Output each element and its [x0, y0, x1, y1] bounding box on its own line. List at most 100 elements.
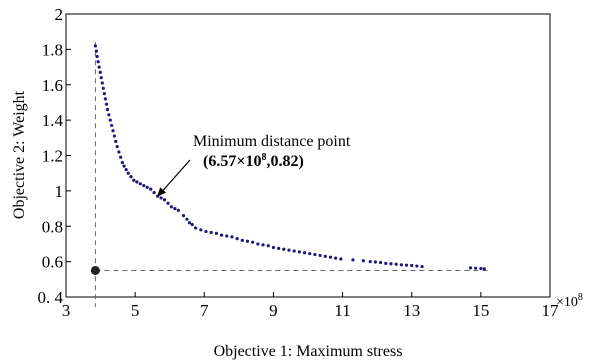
data-point [173, 206, 177, 211]
data-point [240, 238, 244, 242]
data-point [373, 260, 378, 264]
data-point [251, 240, 255, 244]
data-point [132, 178, 136, 182]
x-multiplier-base: ×10 [556, 295, 578, 310]
y-tick-label: 0.8 [42, 217, 63, 236]
data-point [474, 266, 478, 270]
annotation-arrow-line [158, 159, 191, 196]
data-point [334, 256, 338, 260]
y-tick-label: 0. 4 [38, 288, 64, 307]
y-tick-label: 1.6 [42, 76, 63, 95]
y-tick-label: 0.6 [42, 253, 63, 272]
data-point [297, 250, 301, 254]
data-point [101, 86, 105, 90]
y-tick-label: 1.8 [42, 40, 63, 59]
data-point [103, 97, 108, 101]
plot-frame [65, 13, 551, 298]
data-point [110, 123, 114, 128]
data-point [93, 44, 97, 48]
data-point [219, 233, 224, 237]
data-point [185, 217, 189, 221]
data-point [308, 252, 312, 256]
x-multiplier: ×108 [556, 292, 583, 310]
annotation-label: Minimum distance point [193, 133, 351, 150]
data-point [420, 264, 424, 269]
data-point [117, 150, 121, 154]
data-point [102, 91, 106, 96]
data-point [404, 263, 409, 267]
data-point [277, 246, 281, 250]
data-point [261, 243, 265, 247]
x-multiplier-exponent: 8 [578, 292, 583, 303]
data-point [105, 107, 110, 112]
data-point [410, 263, 414, 268]
reference-lines [94, 42, 488, 307]
x-tick-label: 7 [200, 301, 209, 320]
ideal-point-marker [90, 265, 100, 275]
data-point [256, 242, 260, 246]
data-point [415, 264, 419, 268]
data-point [302, 251, 307, 255]
y-tick-label: 1 [55, 182, 64, 201]
data-point [145, 185, 149, 189]
data-point [379, 260, 383, 265]
data-point [214, 231, 218, 235]
data-point [225, 234, 229, 238]
data-point [112, 134, 116, 138]
data-point [187, 221, 192, 225]
y-tick-label: 2 [55, 5, 64, 24]
data-point [204, 229, 208, 234]
x-tick-label: 11 [334, 301, 350, 320]
data-point [181, 214, 186, 218]
data-point [166, 201, 170, 205]
data-point [98, 70, 102, 74]
annotation-arrowhead [157, 187, 167, 197]
data-point [394, 262, 398, 266]
data-point [152, 191, 156, 195]
annotation-coords-tail: ,0.82) [266, 153, 303, 170]
data-point [162, 198, 167, 202]
data-point [95, 54, 99, 59]
data-point [111, 129, 115, 133]
data-point [138, 182, 142, 186]
data-point [176, 208, 180, 212]
data-point [318, 253, 322, 258]
data-point [159, 196, 163, 200]
y-axis-label: Objective 2: Weight [11, 90, 28, 219]
data-point [104, 102, 109, 106]
annotation-coords: (6.57×108,0.82) [203, 152, 304, 170]
data-point [194, 226, 198, 230]
y-tick-label: 1.4 [42, 111, 64, 130]
data-point [190, 222, 194, 227]
data-point [328, 255, 333, 259]
y-tick-label: 1.2 [42, 147, 63, 166]
data-point [96, 60, 100, 64]
data-point [282, 247, 286, 251]
x-tick-label: 13 [403, 301, 420, 320]
data-point [142, 183, 146, 188]
data-point [126, 171, 130, 175]
data-point [94, 49, 99, 53]
data-point [351, 258, 355, 262]
data-point [399, 263, 403, 267]
data-point [339, 257, 343, 261]
data-point [209, 230, 213, 235]
data-points [90, 44, 486, 275]
data-point [119, 155, 123, 159]
data-point [97, 65, 101, 69]
data-point [323, 254, 327, 258]
data-point [368, 260, 372, 264]
data-point [120, 160, 124, 165]
data-point [100, 81, 104, 85]
data-point [313, 252, 317, 257]
axis-ticks: 3 5 7 9 11 13 15 17 0. 4 0.6 0.8 1 1.2 1.4 1.6 1.8 2 [38, 5, 560, 320]
data-point [230, 235, 234, 239]
x-tick-label: 15 [472, 301, 489, 320]
data-point [292, 249, 296, 253]
data-point [266, 244, 270, 248]
data-point [245, 239, 250, 243]
data-point [99, 76, 103, 80]
data-point [149, 187, 153, 191]
data-point [114, 139, 118, 143]
